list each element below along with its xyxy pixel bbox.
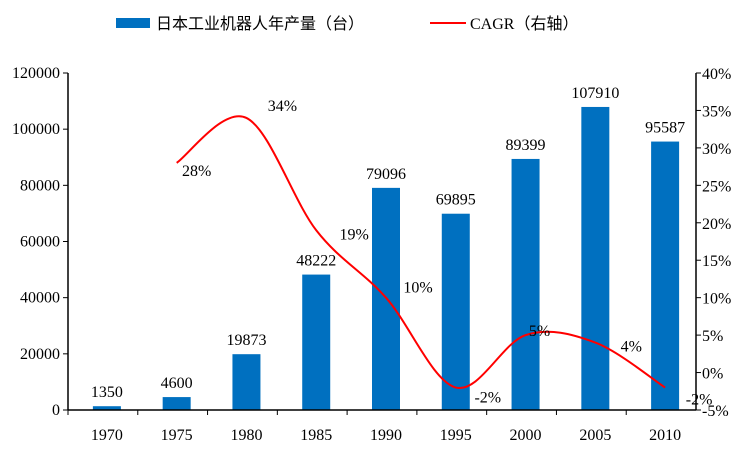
x-axis-tick-label: 2000: [510, 427, 542, 444]
cagr-value-label: 4%: [621, 339, 642, 356]
bar-1975: [162, 397, 191, 410]
bar-value-label: 1350: [91, 384, 123, 401]
right-axis-tick-label: 40%: [702, 66, 731, 83]
bar-1980: [232, 354, 261, 410]
right-axis-tick-label: 15%: [702, 253, 731, 270]
legend: 日本工业机器人年产量（台） CAGR（右轴）: [116, 15, 578, 33]
x-axis-tick-label: 1990: [370, 427, 402, 444]
bar-1970: [92, 406, 121, 410]
left-axis-tick-label: 100000: [12, 121, 60, 138]
bar-value-label: 107910: [571, 85, 619, 102]
left-axis-tick-label: 80000: [20, 177, 60, 194]
x-axis-tick-label: 1975: [161, 427, 193, 444]
bar-1985: [302, 274, 331, 410]
cagr-line: [176, 115, 666, 389]
cagr-value-label: 34%: [268, 98, 297, 115]
bar-1995: [441, 213, 470, 410]
cagr-value-label: -2%: [474, 390, 501, 407]
x-axis-tick-label: 2005: [579, 427, 611, 444]
bar-2010: [651, 141, 680, 410]
bar-value-label: 48222: [296, 253, 336, 270]
bar-value-label: 95587: [645, 120, 685, 137]
cagr-value-label: 5%: [529, 323, 550, 340]
legend-swatch-bar: [116, 18, 150, 28]
cagr-value-label: 10%: [403, 280, 432, 297]
x-axis-tick-label: 1980: [230, 427, 262, 444]
right-axis-tick-label: 35%: [702, 103, 731, 120]
bar-value-label: 89399: [506, 137, 546, 154]
left-axis-tick-label: 60000: [20, 234, 60, 251]
cagr-value-label: 28%: [182, 163, 211, 180]
bar-value-label: 69895: [436, 192, 476, 209]
x-axis-tick-label: 1985: [300, 427, 332, 444]
left-axis-tick-label: 0: [52, 402, 60, 419]
right-axis-tick-label: 5%: [702, 328, 723, 345]
legend-label-line: CAGR（右轴）: [470, 15, 578, 33]
bar-value-label: 19873: [226, 332, 266, 349]
right-axis-tick-label: 20%: [702, 216, 731, 233]
x-axis-tick-label: 1995: [440, 427, 472, 444]
left-axis-tick-label: 20000: [20, 346, 60, 363]
legend-label-bar: 日本工业机器人年产量（台）: [156, 15, 364, 33]
right-axis-tick-label: 10%: [702, 291, 731, 308]
right-axis-tick-label: -5%: [702, 403, 729, 420]
x-axis-tick-label: 2010: [649, 427, 681, 444]
right-axis-tick-label: 0%: [702, 366, 723, 383]
bar-2000: [511, 158, 540, 410]
cagr-value-label: -2%: [686, 392, 713, 409]
x-axis-tick-label: 1970: [91, 427, 123, 444]
right-axis-tick-label: 25%: [702, 178, 731, 195]
left-axis-tick-label: 40000: [20, 290, 60, 307]
right-axis-tick-label: 30%: [702, 141, 731, 158]
left-axis-tick-label: 120000: [12, 65, 60, 82]
bar-value-label: 4600: [161, 375, 193, 392]
cagr-value-label: 19%: [340, 226, 369, 243]
bar-2005: [581, 106, 610, 410]
bar-value-label: 79096: [366, 166, 406, 183]
